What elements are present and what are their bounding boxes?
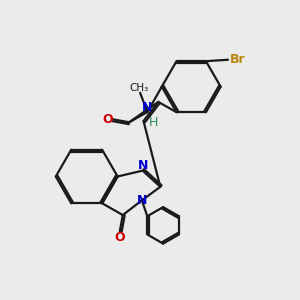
Text: O: O: [102, 113, 113, 126]
Text: N: N: [138, 159, 148, 172]
Text: Br: Br: [230, 53, 246, 66]
Text: N: N: [141, 101, 152, 114]
Text: H: H: [149, 116, 158, 129]
Text: N: N: [137, 194, 147, 207]
Text: O: O: [115, 231, 125, 244]
Text: CH₃: CH₃: [129, 82, 148, 92]
